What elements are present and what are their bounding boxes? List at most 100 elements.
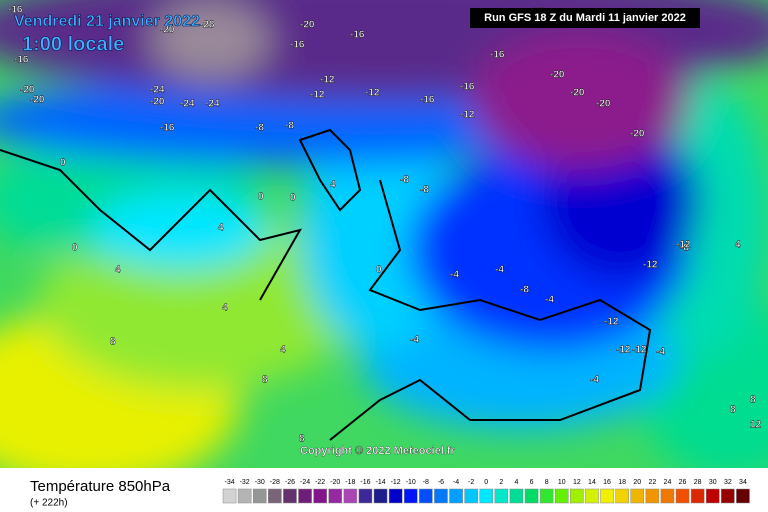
- scale-swatch: [252, 488, 267, 504]
- footer-lead: (+ 222h): [30, 498, 68, 509]
- isotherm-label: -8: [520, 285, 529, 296]
- scale-label: -4: [453, 479, 459, 486]
- scale-label: -18: [345, 479, 355, 486]
- map-background: [0, 0, 768, 490]
- scale-swatch: [388, 488, 403, 504]
- scale-swatch: [675, 488, 690, 504]
- isotherm-label: -4: [590, 375, 599, 386]
- isotherm-label: 8: [299, 434, 305, 445]
- isotherm-label: -12: [604, 317, 619, 328]
- scale-label: -26: [285, 479, 295, 486]
- isotherm-label: -8: [285, 121, 294, 132]
- scale-label: 34: [739, 479, 747, 486]
- scale-swatch: [419, 488, 433, 504]
- scale-swatch: [343, 488, 358, 504]
- isotherm-label: -12: [365, 88, 380, 99]
- scale-label: 16: [603, 479, 611, 486]
- scale-swatch: [283, 488, 297, 504]
- scale-label: 20: [633, 479, 641, 486]
- isotherm-label: 4: [218, 223, 224, 234]
- scale-label: 8: [545, 479, 549, 486]
- isotherm-label: -28: [200, 20, 215, 31]
- scale-label: 28: [694, 479, 702, 486]
- scale-label: -2: [468, 479, 474, 486]
- time: 1:00 locale: [22, 33, 124, 55]
- scale-swatch: [298, 488, 312, 504]
- scale-swatch: [585, 488, 599, 504]
- isotherm-labels: -16-20-20-28-16-20-16-20-24-24 -24-20-16-…: [8, 4, 762, 445]
- isotherm-label: -20: [30, 95, 45, 106]
- isotherm-label: -12: [310, 90, 325, 101]
- isotherm-label: -16: [490, 50, 505, 61]
- scale-swatch: [705, 488, 720, 504]
- scale-label: 18: [618, 479, 626, 486]
- scale-swatch: [464, 488, 478, 504]
- scale-label: -32: [240, 479, 250, 486]
- isotherm-label: -24: [150, 85, 165, 96]
- isotherm-label: -24: [180, 99, 195, 110]
- scale-swatch: [554, 488, 569, 504]
- isotherm-label: -12: [643, 260, 658, 271]
- isotherm-label: 4: [222, 303, 228, 314]
- scale-label: 32: [724, 479, 732, 486]
- isotherm-label: -4: [545, 295, 554, 306]
- scale-swatch: [539, 488, 554, 504]
- scale-swatch: [403, 488, 418, 504]
- scale-label: 4: [514, 479, 518, 486]
- isotherm-label: -12: [632, 345, 647, 356]
- scale-label: -16: [360, 479, 370, 486]
- isotherm-label: -8: [420, 185, 429, 196]
- scale-swatch: [449, 488, 463, 504]
- footer-title: Température 850hPa: [30, 478, 171, 495]
- isotherm-label: -20: [300, 20, 315, 31]
- isotherm-label: -8: [680, 243, 689, 254]
- isotherm-label: 8: [110, 337, 116, 348]
- isotherm-label: 4: [735, 240, 741, 251]
- scale-label: -14: [375, 479, 385, 486]
- isotherm-label: 8: [262, 375, 268, 386]
- isotherm-label: -4: [495, 265, 504, 276]
- scale-swatch: [328, 488, 343, 504]
- isotherm-label: -4: [450, 270, 459, 281]
- scale-label: -30: [255, 479, 265, 486]
- isotherm-label: -16: [160, 123, 175, 134]
- scale-label: -6: [438, 479, 444, 486]
- isotherm-label: -20: [150, 97, 165, 108]
- isotherm-label: -20: [630, 129, 645, 140]
- isotherm-label: -12: [616, 345, 631, 356]
- run-box: [470, 8, 700, 28]
- scale-label: 26: [679, 479, 687, 486]
- isotherm-label: -20: [570, 88, 585, 99]
- isotherm-label: -20: [160, 25, 175, 36]
- scale-swatch: [600, 488, 614, 504]
- scale-swatch: [434, 488, 448, 504]
- scale-swatch: [222, 488, 237, 504]
- scale-label: 10: [558, 479, 566, 486]
- scale-swatch: [509, 488, 524, 504]
- isotherm-label: 0: [376, 265, 382, 276]
- scale-swatch: [237, 488, 252, 504]
- isotherm-label: 12: [750, 420, 762, 431]
- isotherm-label: -16: [290, 40, 305, 51]
- isotherm-label: -16: [8, 5, 23, 16]
- scale-swatch: [373, 488, 388, 504]
- scale-swatch: [524, 488, 539, 504]
- scale-swatch: [645, 488, 660, 504]
- scale-swatch: [721, 488, 735, 504]
- scale-label: 30: [709, 479, 717, 486]
- scale-label: 24: [664, 479, 672, 486]
- scale-label: -8: [423, 479, 429, 486]
- copyright: Copyright © 2022 Meteociel.fr: [300, 445, 456, 457]
- scale-swatch: [615, 488, 629, 504]
- isotherm-label: -20: [550, 70, 565, 81]
- isotherm-label: -8: [400, 175, 409, 186]
- scale-swatch: [479, 488, 494, 504]
- scale-label: 22: [648, 479, 656, 486]
- isotherm-label: 4: [330, 180, 336, 191]
- isotherm-label: -12: [460, 110, 475, 121]
- isotherm-label: -12: [320, 75, 335, 86]
- isotherm-label: -16: [420, 95, 435, 106]
- scale-swatch: [630, 488, 645, 504]
- scale-swatch: [570, 488, 584, 504]
